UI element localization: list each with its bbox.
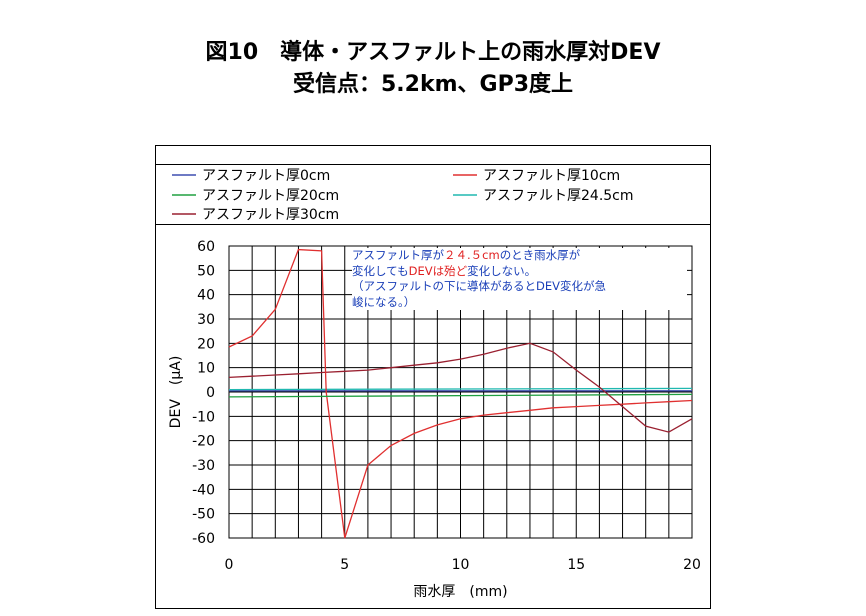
legend-label: アスファルト厚10cm (483, 168, 620, 184)
annotation-text-5: （アスファルトの下に導体があるとDEV変化が急 (352, 279, 606, 293)
series-line-4 (228, 342, 693, 433)
x-tick-label: 10 (452, 557, 470, 573)
annotation-text-1: アスファルト厚が (352, 248, 444, 262)
annotation-text-6: 峻になる。） (352, 294, 416, 309)
y-tick-label: -10 (192, 409, 215, 425)
y-tick-label: -50 (192, 507, 215, 523)
y-tick-label: 30 (197, 312, 215, 328)
legend-label: アスファルト厚30cm (202, 207, 339, 223)
x-axis-label: 雨水厚 (mm) (413, 584, 507, 600)
annotation-text-3: 変化しても (352, 263, 409, 278)
series-line-3 (228, 387, 693, 391)
y-tick-label: -20 (192, 434, 215, 450)
y-tick-label: 20 (197, 336, 215, 352)
series-line-1 (325, 391, 693, 539)
annotation-highlight: ２４.５cm (444, 248, 500, 262)
legend-label: アスファルト厚20cm (202, 188, 339, 204)
series-line-2 (228, 393, 693, 398)
chart-subtitle: 受信点：5.2km、GP3度上 (292, 72, 574, 97)
annotation-box: アスファルト厚が２４.５cmのとき雨水厚が 変化してもDEVは殆ど変化しない。 … (352, 248, 687, 310)
legend-entries: アスファルト厚0cm アスファルト厚10cm アスファルト厚20cm アスファルト厚2… (172, 168, 634, 223)
y-axis-label: DEV (μA) (168, 356, 184, 429)
annotation-text-4: 変化しない。 (467, 263, 537, 278)
y-tick-label: 40 (197, 288, 215, 304)
annotation-highlight-2: DEVは殆ど (408, 263, 468, 278)
series-lines (228, 248, 693, 539)
chart-frame (155, 145, 711, 609)
x-tick-label: 0 (225, 557, 234, 573)
axes: 60 50 40 30 20 10 0 -10 -20 -30 -40 -50 -60 0 5 10 15 20 雨… (168, 239, 701, 600)
y-tick-label: -40 (192, 482, 215, 498)
y-tick-label: 0 (206, 385, 215, 401)
y-tick-label: 50 (197, 263, 215, 279)
legend (155, 164, 711, 225)
legend-label: アスファルト厚0cm (202, 168, 330, 184)
x-tick-label: 20 (683, 557, 701, 573)
x-tick-label: 5 (340, 557, 349, 573)
annotation-text-2: のとき雨水厚が (499, 248, 581, 262)
chart-title: 図10 導体・アスファルト上の雨水厚対DEV (205, 40, 661, 65)
legend-label: アスファルト厚24.5cm (483, 188, 634, 204)
x-tick-label: 15 (567, 557, 585, 573)
y-tick-label: -60 (192, 531, 215, 547)
series-line-5 (228, 248, 327, 393)
y-tick-label: 60 (197, 239, 215, 255)
y-tick-label: -30 (192, 458, 215, 474)
y-tick-label: 10 (197, 361, 215, 377)
